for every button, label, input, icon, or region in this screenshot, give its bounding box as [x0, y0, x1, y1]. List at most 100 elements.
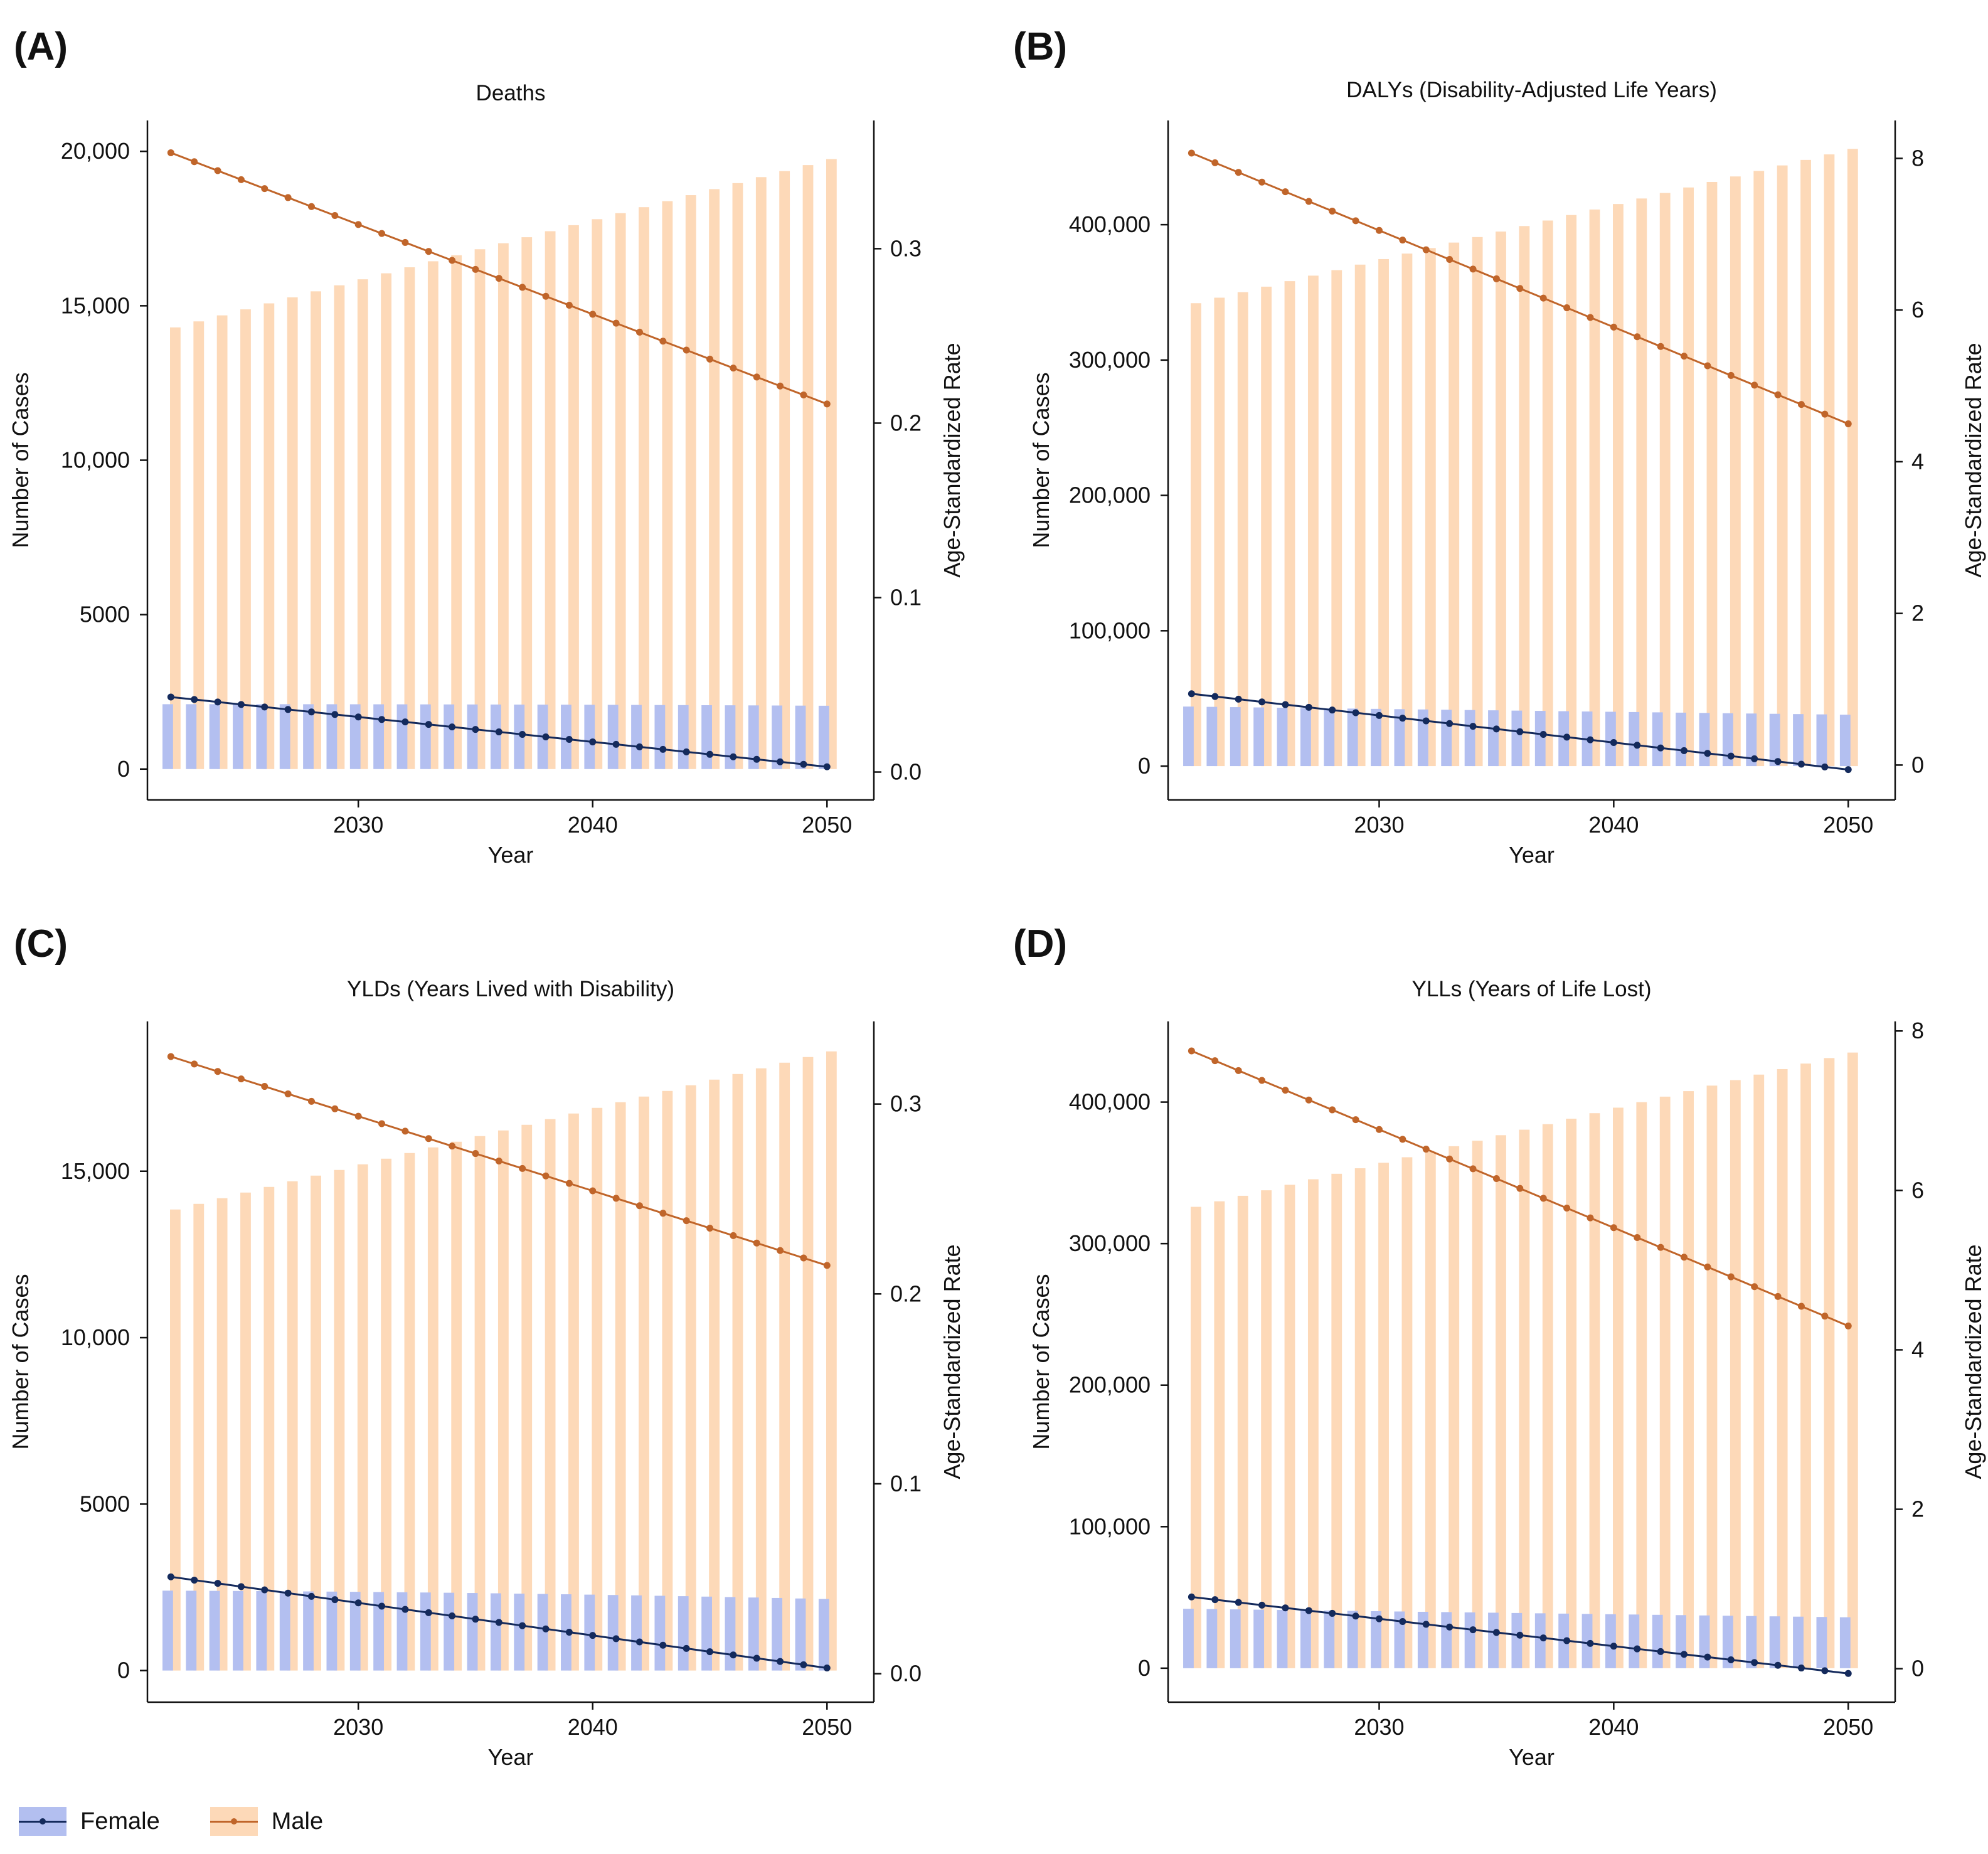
point-female-2045: [1727, 752, 1735, 760]
point-female-2049: [800, 1661, 807, 1668]
bar-female-2050: [1839, 715, 1851, 767]
y2-tick-label: 4: [1911, 1336, 1924, 1362]
bar-male-2037: [521, 237, 533, 769]
bar-male-2045: [709, 189, 720, 769]
x-tick-label: 2040: [1588, 1714, 1639, 1740]
point-male-2025: [237, 1075, 245, 1083]
bar-male-2029: [334, 285, 345, 769]
bar-male-2028: [311, 1175, 321, 1671]
point-female-2032: [401, 718, 409, 726]
point-male-2037: [1539, 1195, 1547, 1202]
point-female-2027: [284, 1589, 292, 1597]
bar-male-2036: [1519, 1129, 1530, 1668]
bar-male-2040: [592, 1107, 603, 1671]
point-female-2033: [425, 1609, 432, 1616]
bar-male-2025: [1261, 286, 1272, 767]
bar-female-2047: [748, 1597, 759, 1671]
point-female-2038: [542, 733, 550, 741]
point-female-2048: [1797, 760, 1805, 768]
bar-male-2030: [357, 279, 368, 769]
point-male-2023: [1211, 159, 1219, 166]
x-axis-label: Year: [1509, 842, 1555, 868]
point-male-2046: [1751, 1283, 1758, 1291]
bar-female-2026: [256, 1590, 267, 1671]
bar-male-2024: [216, 1198, 228, 1671]
point-male-2046: [730, 1232, 737, 1239]
y-tick-label: 400,000: [1069, 1089, 1151, 1115]
bar-female-2027: [279, 1591, 290, 1671]
point-male-2046: [1751, 381, 1758, 389]
point-male-2032: [401, 238, 409, 246]
point-male-2032: [1422, 246, 1430, 253]
point-female-2030: [1375, 711, 1383, 719]
legend-swatch-female: [19, 1807, 66, 1836]
y2-tick-label: 2: [1911, 1496, 1924, 1522]
bar-female-2029: [1347, 708, 1358, 767]
bar-female-2041: [1629, 1614, 1640, 1668]
bar-female-2049: [795, 1598, 806, 1671]
point-male-2037: [519, 284, 526, 291]
bar-female-2040: [584, 1594, 595, 1671]
bar-female-2028: [303, 1591, 314, 1671]
bar-female-2031: [373, 704, 385, 769]
chart-title: Deaths: [476, 81, 546, 105]
point-female-2036: [495, 1619, 502, 1626]
bar-male-2047: [1777, 1068, 1788, 1668]
bar-male-2049: [802, 1057, 814, 1671]
bar-female-2022: [162, 1590, 173, 1671]
bar-male-2049: [1824, 154, 1835, 767]
point-female-2050: [823, 1665, 831, 1672]
point-male-2035: [472, 265, 479, 273]
y2-tick-label: 6: [1911, 297, 1924, 322]
point-male-2044: [1704, 362, 1711, 370]
bar-male-2048: [779, 171, 790, 769]
point-female-2046: [730, 1651, 737, 1659]
bar-female-2047: [748, 705, 759, 769]
point-male-2038: [542, 1172, 550, 1180]
y-tick-label: 300,000: [1069, 347, 1151, 373]
point-male-2031: [1399, 1136, 1406, 1143]
point-female-2045: [706, 750, 714, 758]
point-male-2027: [1305, 1096, 1312, 1104]
point-female-2028: [307, 708, 315, 716]
x-tick-label: 2050: [1823, 1714, 1873, 1740]
y-tick-label: 5000: [80, 1491, 130, 1516]
bar-female-2036: [1511, 710, 1523, 767]
bar-male-2030: [1378, 1163, 1389, 1668]
point-male-2023: [191, 158, 198, 166]
point-female-2042: [635, 1638, 643, 1646]
x-tick-label: 2030: [1354, 1714, 1404, 1740]
bar-female-2022: [162, 704, 173, 769]
bar-female-2050: [818, 705, 829, 769]
bar-male-2045: [709, 1079, 720, 1671]
bar-female-2043: [654, 1596, 666, 1671]
point-male-2045: [1727, 371, 1735, 379]
point-female-2033: [1446, 1623, 1454, 1631]
bar-female-2044: [678, 705, 689, 769]
point-female-2043: [1681, 1651, 1688, 1658]
point-female-2039: [1587, 1639, 1594, 1647]
point-male-2040: [1610, 323, 1617, 331]
y-tick-label: 20,000: [61, 138, 130, 164]
bar-male-2030: [357, 1164, 368, 1671]
bar-female-2046: [1746, 713, 1757, 767]
point-male-2047: [753, 373, 760, 381]
bar-female-2025: [233, 704, 243, 769]
point-male-2033: [1446, 1155, 1454, 1163]
point-female-2047: [753, 1654, 760, 1662]
bar-female-2023: [186, 1590, 197, 1671]
point-female-2050: [1844, 766, 1852, 774]
bar-female-2037: [514, 704, 525, 769]
point-male-2037: [519, 1164, 526, 1172]
bar-male-2033: [1448, 242, 1460, 767]
point-female-2026: [1282, 1604, 1289, 1612]
point-female-2035: [472, 1616, 479, 1623]
point-female-2029: [1352, 709, 1359, 717]
bar-male-2036: [1519, 226, 1530, 767]
panel-b: (B) DALYs (Disability-Adjusted Life Years…: [1013, 25, 1986, 868]
bar-male-2042: [639, 1096, 649, 1671]
point-male-2050: [1844, 420, 1852, 427]
y2-tick-label: 0.3: [890, 235, 922, 261]
panel-d: (D)YLLs (Years of Life Lost)2030 2040 2050…: [1013, 922, 1986, 1770]
bar-female-2045: [701, 1596, 712, 1671]
